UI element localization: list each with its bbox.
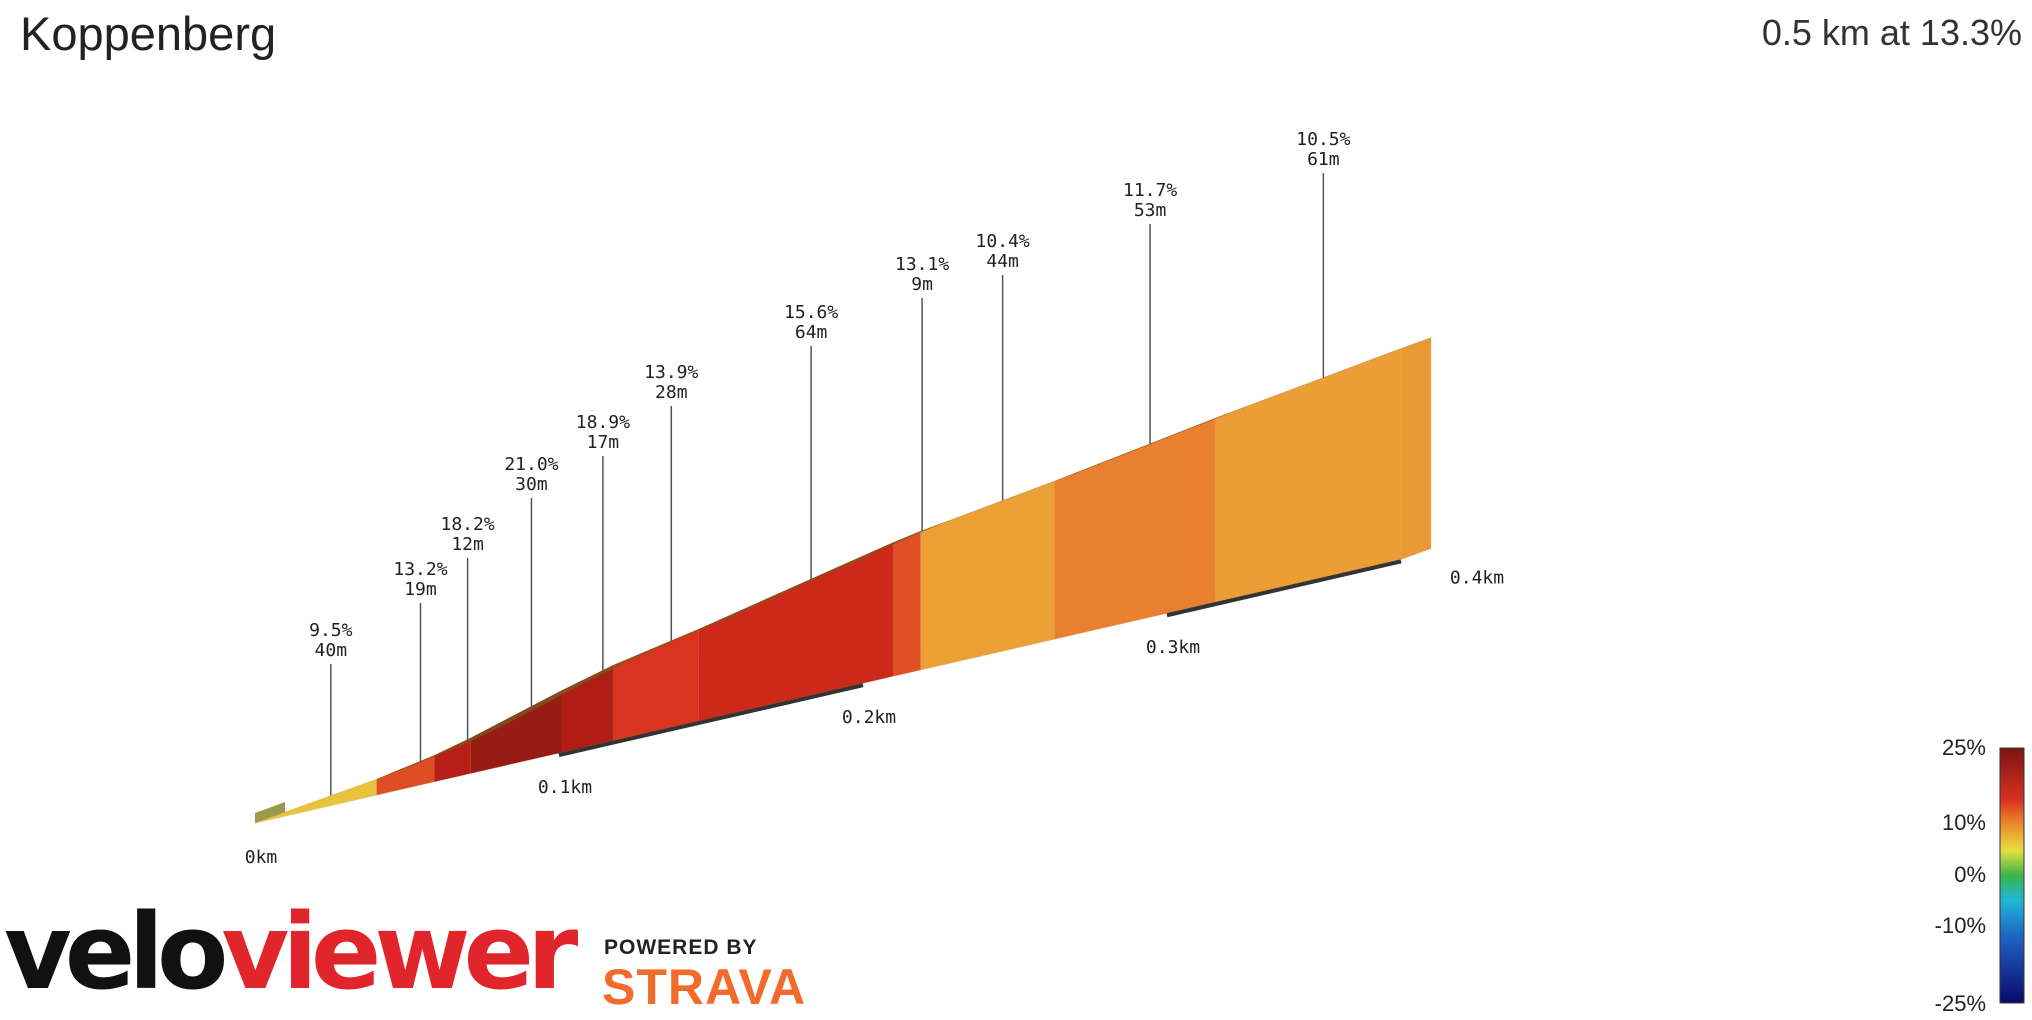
strava-logo: STRAVA bbox=[602, 959, 807, 1015]
segment-length-label: 40m bbox=[315, 640, 348, 661]
gradient-band-4 bbox=[470, 690, 563, 774]
scale-label-neg10: -10% bbox=[1935, 913, 1986, 938]
powered-by-label: POWERED BY bbox=[604, 936, 758, 959]
segment-gradient-label: 10.5% bbox=[1296, 129, 1350, 150]
scale-label-0: 0% bbox=[1954, 862, 1986, 887]
gradient-band-6 bbox=[613, 628, 699, 741]
distance-axis: 0km 0.1km 0.2km 0.3km 0.4km bbox=[245, 559, 1504, 868]
gradient-band-1 bbox=[255, 779, 377, 823]
gradient-band-2 bbox=[376, 755, 435, 796]
scale-label-25: 25% bbox=[1942, 735, 1986, 760]
distance-tick-label: 0.1km bbox=[538, 777, 592, 798]
annotation-leaders bbox=[330, 173, 1325, 796]
segment-gradient-label: 18.2% bbox=[441, 514, 495, 535]
segment-length-label: 28m bbox=[655, 382, 688, 403]
gradient-scale-bar bbox=[1999, 747, 2025, 1004]
segment-title: Koppenberg bbox=[20, 7, 277, 60]
segment-gradient-label: 21.0% bbox=[504, 454, 558, 475]
segment-length-label: 61m bbox=[1307, 149, 1340, 170]
profile-top-11 bbox=[1215, 337, 1432, 418]
gradient-color-scale: 25% 10% 0% -10% -25% bbox=[1935, 735, 2025, 1016]
segment-length-label: 30m bbox=[515, 474, 548, 495]
distance-tick-label: 0.4km bbox=[1450, 567, 1504, 588]
gradient-band-10 bbox=[1054, 417, 1216, 640]
segment-gradient-label: 13.9% bbox=[644, 362, 698, 383]
segment-gradient-label: 10.4% bbox=[976, 231, 1030, 252]
scale-label-10: 10% bbox=[1942, 810, 1986, 835]
segment-length-label: 12m bbox=[451, 534, 484, 555]
gradient-band-11 bbox=[1215, 348, 1402, 603]
segment-length-label: 17m bbox=[587, 432, 620, 453]
gradient-band-7 bbox=[698, 542, 894, 721]
segment-length-label: 64m bbox=[795, 322, 828, 343]
distance-tick-label: 0.3km bbox=[1146, 637, 1200, 658]
distance-tick-label: 0.2km bbox=[842, 707, 896, 728]
segment-gradient-label: 11.7% bbox=[1123, 180, 1177, 201]
segment-annotations: 9.5%40m 13.2%19m 18.2%12m 21.0%30m 18.9%17m 1… bbox=[309, 129, 1350, 661]
segment-length-label: 19m bbox=[404, 579, 437, 600]
veloviewer-logo: veloviewer bbox=[4, 891, 578, 1013]
segment-gradient-label: 13.1% bbox=[895, 254, 949, 275]
segment-length-label: 53m bbox=[1134, 200, 1167, 221]
gradient-band-8 bbox=[893, 531, 921, 677]
segment-gradient-label: 18.9% bbox=[576, 412, 630, 433]
segment-gradient-label: 15.6% bbox=[784, 302, 838, 323]
profile-end-cap bbox=[1401, 337, 1432, 560]
profile-top-2 bbox=[376, 744, 465, 780]
profile-start-cap bbox=[255, 802, 285, 823]
gradient-band-3 bbox=[434, 737, 471, 782]
distance-bar-3 bbox=[1166, 559, 1402, 618]
segment-gradient-label: 13.2% bbox=[393, 559, 447, 580]
scale-label-neg25: -25% bbox=[1935, 991, 1986, 1016]
segment-stats: 0.5 km at 13.3% bbox=[1761, 12, 2022, 53]
profile-top-3 bbox=[434, 726, 501, 756]
distance-tick-label: 0km bbox=[245, 847, 278, 868]
segment-length-label: 9m bbox=[911, 274, 933, 295]
segment-length-label: 44m bbox=[986, 251, 1019, 272]
profile-top-7 bbox=[698, 531, 924, 629]
gradient-band-9 bbox=[920, 481, 1055, 670]
distance-bar-1 bbox=[558, 683, 864, 758]
segment-gradient-label: 9.5% bbox=[309, 620, 353, 641]
